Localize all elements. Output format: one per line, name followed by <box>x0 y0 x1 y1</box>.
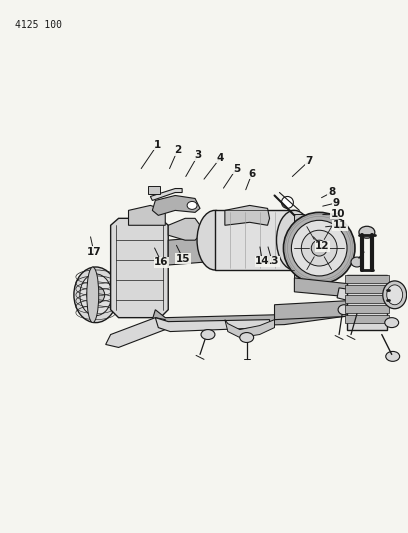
Text: 11: 11 <box>333 220 347 230</box>
Polygon shape <box>168 219 200 240</box>
Ellipse shape <box>277 211 312 270</box>
Text: 14: 14 <box>255 256 270 266</box>
Ellipse shape <box>291 220 347 276</box>
Ellipse shape <box>311 240 327 256</box>
Bar <box>295 214 304 282</box>
Ellipse shape <box>387 285 403 305</box>
Text: 2: 2 <box>174 145 181 155</box>
Text: 12: 12 <box>315 241 330 252</box>
Polygon shape <box>152 305 357 328</box>
Ellipse shape <box>383 281 407 309</box>
Ellipse shape <box>197 211 233 270</box>
Polygon shape <box>225 320 275 337</box>
Bar <box>149 185 160 193</box>
Bar <box>345 314 389 322</box>
Ellipse shape <box>74 267 118 322</box>
Polygon shape <box>225 205 270 225</box>
Ellipse shape <box>80 274 112 316</box>
Ellipse shape <box>302 230 337 266</box>
Polygon shape <box>111 219 168 318</box>
Polygon shape <box>275 300 369 320</box>
Ellipse shape <box>240 333 254 343</box>
Text: 15: 15 <box>176 254 190 263</box>
Polygon shape <box>168 235 235 265</box>
Bar <box>345 295 389 303</box>
Bar <box>345 275 389 283</box>
Text: 16: 16 <box>154 257 169 267</box>
Ellipse shape <box>338 305 350 314</box>
Ellipse shape <box>351 302 367 314</box>
Text: 10: 10 <box>330 208 345 219</box>
Bar <box>345 285 389 293</box>
Polygon shape <box>337 288 391 310</box>
Bar <box>347 275 387 329</box>
Text: 8: 8 <box>328 188 335 197</box>
Text: 1: 1 <box>154 140 161 150</box>
Polygon shape <box>106 318 165 348</box>
Text: 13: 13 <box>265 256 279 266</box>
Ellipse shape <box>351 257 363 267</box>
Text: 5: 5 <box>233 164 240 174</box>
Polygon shape <box>151 189 182 200</box>
Ellipse shape <box>386 351 400 361</box>
Text: 17: 17 <box>86 247 101 257</box>
Bar <box>345 305 389 313</box>
Text: 6: 6 <box>248 169 255 179</box>
Text: 4125 100: 4125 100 <box>15 20 62 30</box>
Text: 9: 9 <box>332 198 339 208</box>
Ellipse shape <box>187 201 197 209</box>
Text: 3: 3 <box>194 150 202 160</box>
Polygon shape <box>152 196 200 215</box>
Ellipse shape <box>359 227 375 238</box>
Polygon shape <box>295 278 379 298</box>
Ellipse shape <box>87 267 99 322</box>
Ellipse shape <box>201 329 215 340</box>
Ellipse shape <box>284 212 355 284</box>
Ellipse shape <box>87 286 105 304</box>
Polygon shape <box>129 205 165 225</box>
Ellipse shape <box>282 197 293 208</box>
Bar <box>215 211 295 270</box>
Text: 4: 4 <box>217 153 224 163</box>
Ellipse shape <box>385 318 399 328</box>
Text: 7: 7 <box>306 156 313 166</box>
Polygon shape <box>155 318 270 332</box>
